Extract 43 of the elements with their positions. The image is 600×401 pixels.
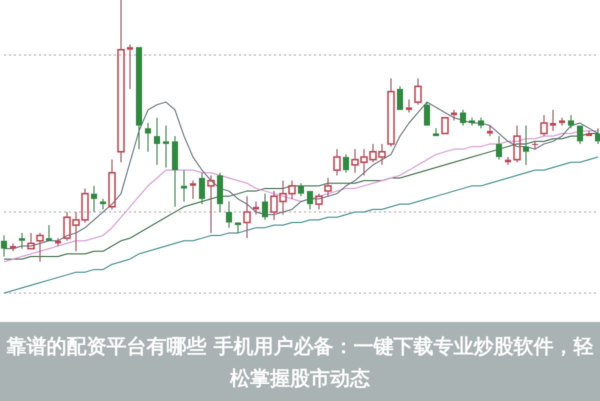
candlestick <box>10 242 16 252</box>
candlestick <box>100 198 106 210</box>
candlestick <box>154 117 160 166</box>
candlestick <box>559 117 565 126</box>
candlestick <box>46 224 52 241</box>
candlestick <box>406 98 412 114</box>
candlestick <box>181 170 187 202</box>
candlestick <box>478 117 484 129</box>
candlestick <box>163 125 169 168</box>
candlestick <box>586 130 592 136</box>
candlestick <box>136 47 142 150</box>
candlestick <box>424 102 430 126</box>
candlestick <box>343 154 349 174</box>
candlestick <box>307 191 313 210</box>
candlestick <box>550 109 556 132</box>
candlestick <box>469 117 475 126</box>
candlestick <box>190 180 196 200</box>
candlestick <box>127 44 133 90</box>
candlestick <box>523 125 529 166</box>
candlestick <box>19 232 25 250</box>
candlestick <box>568 114 574 129</box>
candlestick <box>505 156 511 166</box>
candlestick <box>298 182 304 197</box>
candlestick <box>253 201 259 216</box>
text: 靠谱的配资平台有哪些 手机用户必备：一键下载专业炒股软件，轻松掌握股市动态 <box>6 332 594 392</box>
candlestick <box>451 109 457 121</box>
candlestick <box>595 128 600 144</box>
candlestick <box>577 126 583 144</box>
candlestick <box>487 125 493 137</box>
candlestick <box>55 238 61 247</box>
candlestick <box>145 122 151 152</box>
candlestick <box>397 86 403 110</box>
candlestick <box>217 172 223 212</box>
candlestick <box>262 193 268 220</box>
candlestick <box>172 136 178 208</box>
candlestick <box>235 222 241 234</box>
candlestick <box>496 136 502 160</box>
candlestick <box>199 172 205 205</box>
candlestick <box>433 128 439 136</box>
candlestick <box>460 109 466 126</box>
candlestick <box>91 185 97 212</box>
candlestick <box>226 201 232 228</box>
candlestick <box>1 235 7 257</box>
